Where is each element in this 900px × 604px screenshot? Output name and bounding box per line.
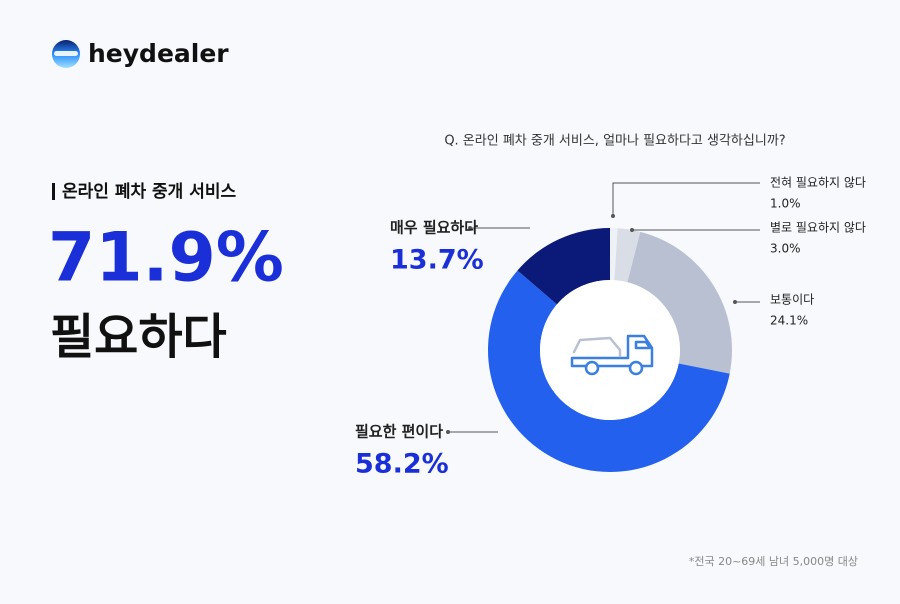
value-label: 24.1% xyxy=(770,314,808,328)
annotations: 전혀 필요하지 않다 1.0% 별로 필요하지 않다 3.0% 보통이다 24.1% 필요한… xyxy=(355,176,866,480)
category-label: 전혀 필요하지 않다 xyxy=(770,176,866,190)
donut xyxy=(487,228,732,473)
headline: 71.9% xyxy=(48,219,284,298)
leader-dot xyxy=(468,226,472,230)
value-label: 1.0% xyxy=(770,197,801,211)
value-label: 3.0% xyxy=(770,242,801,256)
value-label: 13.7% xyxy=(390,245,484,276)
donut-slice xyxy=(517,228,610,305)
logo-text: heydealer xyxy=(88,39,229,68)
category-label: 별로 필요하지 않다 xyxy=(770,221,866,235)
logo-icon-band xyxy=(54,51,78,56)
footnote: *전국 20~69세 남녀 5,000명 대상 xyxy=(689,555,858,568)
donut-slice xyxy=(627,231,732,374)
leader-dot xyxy=(446,430,450,434)
category-label: 보통이다 xyxy=(770,293,814,307)
section-label: 온라인 폐차 중개 서비스 xyxy=(62,182,237,202)
value-label: 58.2% xyxy=(355,449,449,480)
leader-dot xyxy=(733,300,737,304)
headline-caption: 필요하다 xyxy=(50,309,227,365)
leader-line xyxy=(612,182,760,216)
tow-truck-icon xyxy=(570,334,654,376)
section-bar xyxy=(52,183,55,200)
leader-dot xyxy=(611,214,615,218)
donut-slice xyxy=(614,228,641,283)
leader-dot xyxy=(630,228,634,232)
donut-hole xyxy=(540,280,680,420)
category-label: 필요한 편이다 xyxy=(355,423,443,441)
donut-slice xyxy=(487,270,730,473)
logo: heydealer xyxy=(52,39,229,68)
chart-title: Q. 온라인 폐차 중개 서비스, 얼마나 필요하다고 생각하십니까? xyxy=(444,134,785,149)
category-label: 매우 필요하다 xyxy=(390,219,478,237)
donut-slice xyxy=(610,228,618,281)
